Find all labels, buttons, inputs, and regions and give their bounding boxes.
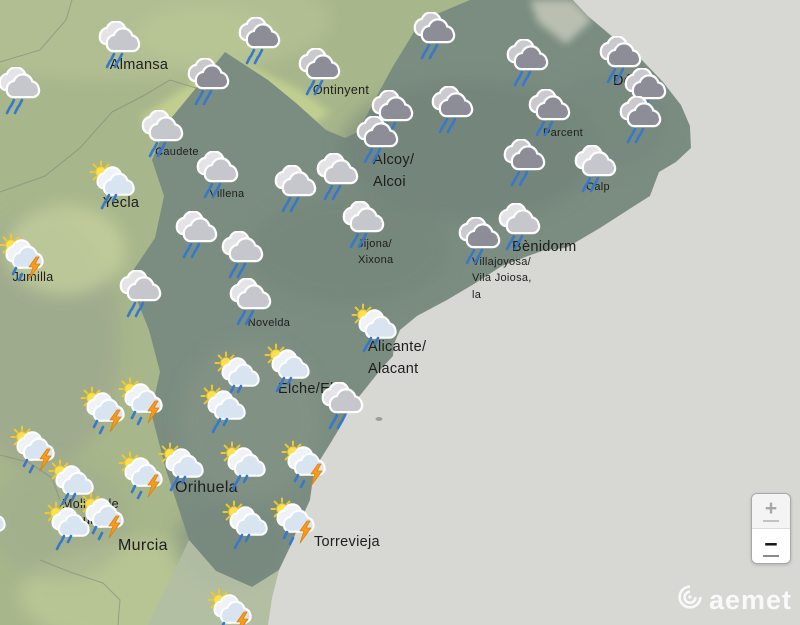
boundary-lines [0,0,197,625]
map-zoom-control: + − [751,493,791,564]
plus-icon: + [764,497,778,520]
zoom-in-button[interactable]: + [752,494,790,529]
aemet-logo-text: aemet [709,584,793,615]
minus-icon: − [764,531,778,557]
sea-shape [268,0,800,625]
aemet-attribution[interactable]: aemet [674,581,792,618]
island-dot [375,417,383,421]
zoom-out-button[interactable]: − [752,529,790,563]
aemet-logo-icon [674,581,706,618]
